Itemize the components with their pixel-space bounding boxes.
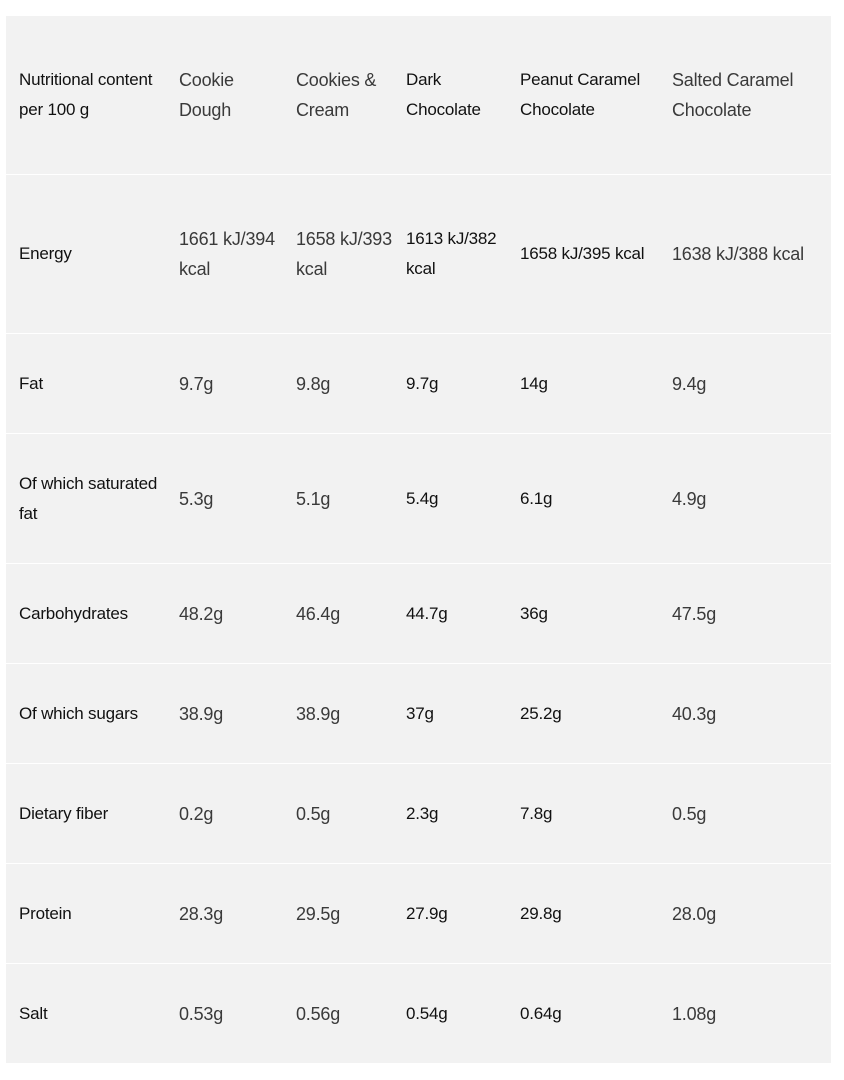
header-cookie-dough: Cookie Dough (179, 70, 234, 120)
table-header-row: Nutritional content per 100 g Cookie Dou… (6, 16, 831, 175)
cell-value: 9.7g (179, 373, 214, 394)
cell-value: 0.2g (179, 803, 214, 824)
table-row: Carbohydrates 48.2g 46.4g 44.7g 36g 47.5… (6, 564, 831, 664)
cell-value: 9.8g (296, 373, 331, 394)
cell-value: 1.08g (672, 1003, 717, 1024)
cell-value: 38.9g (296, 703, 341, 724)
cell-value: 37g (406, 703, 434, 723)
cell-value: 0.5g (672, 803, 707, 824)
cell-value: 48.2g (179, 603, 224, 624)
table-row: Salt 0.53g 0.56g 0.54g 0.64g 1.08g (6, 964, 831, 1064)
row-label: Of which saturated fat (19, 473, 158, 523)
row-label: Dietary fiber (19, 803, 109, 823)
cell-value: 5.1g (296, 488, 331, 509)
cell-value: 29.8g (520, 903, 562, 923)
cell-value: 1613 kJ/382 kcal (406, 229, 497, 278)
header-nutrient-label: Nutritional content per 100 g (19, 70, 153, 119)
cell-value: 0.56g (296, 1003, 341, 1024)
cell-value: 28.0g (672, 903, 717, 924)
cell-value: 9.4g (672, 373, 707, 394)
cell-value: 5.4g (406, 488, 439, 508)
cell-value: 1661 kJ/394 kcal (179, 229, 275, 279)
header-cookies-cream: Cookies & Cream (296, 70, 377, 120)
table-row: Dietary fiber 0.2g 0.5g 2.3g 7.8g 0.5g (6, 764, 831, 864)
row-label: Carbohydrates (19, 603, 128, 623)
cell-value: 2.3g (406, 803, 439, 823)
cell-value: 47.5g (672, 603, 717, 624)
cell-value: 36g (520, 603, 548, 623)
cell-value: 0.54g (406, 1003, 448, 1023)
cell-value: 4.9g (672, 488, 707, 509)
cell-value: 0.64g (520, 1003, 562, 1023)
row-label: Salt (19, 1003, 48, 1023)
cell-value: 5.3g (179, 488, 214, 509)
header-salted-caramel-chocolate: Salted Caramel Chocolate (672, 70, 794, 120)
cell-value: 28.3g (179, 903, 224, 924)
nutrition-table-container: Nutritional content per 100 g Cookie Dou… (6, 16, 831, 1063)
cell-value: 1638 kJ/388 kcal (672, 244, 804, 264)
cell-value: 0.5g (296, 803, 331, 824)
table-row: Protein 28.3g 29.5g 27.9g 29.8g 28.0g (6, 864, 831, 964)
header-dark-chocolate: Dark Chocolate (406, 70, 481, 119)
table-row: Of which sugars 38.9g 38.9g 37g 25.2g 40… (6, 664, 831, 764)
nutrition-table: Nutritional content per 100 g Cookie Dou… (6, 16, 831, 1063)
table-row: Fat 9.7g 9.8g 9.7g 14g 9.4g (6, 334, 831, 434)
table-row: Energy 1661 kJ/394 kcal 1658 kJ/393 kcal… (6, 175, 831, 334)
row-label: Protein (19, 903, 72, 923)
cell-value: 7.8g (520, 803, 553, 823)
cell-value: 1658 kJ/393 kcal (296, 229, 392, 279)
row-label: Of which sugars (19, 703, 138, 723)
table-row: Of which saturated fat 5.3g 5.1g 5.4g 6.… (6, 434, 831, 564)
cell-value: 29.5g (296, 903, 341, 924)
cell-value: 0.53g (179, 1003, 224, 1024)
cell-value: 44.7g (406, 603, 448, 623)
row-label: Fat (19, 373, 43, 393)
row-label: Energy (19, 244, 72, 263)
cell-value: 38.9g (179, 703, 224, 724)
cell-value: 40.3g (672, 703, 717, 724)
header-peanut-caramel-chocolate: Peanut Caramel Chocolate (520, 70, 641, 119)
cell-value: 9.7g (406, 373, 439, 393)
cell-value: 25.2g (520, 703, 562, 723)
cell-value: 46.4g (296, 603, 341, 624)
cell-value: 14g (520, 373, 548, 393)
cell-value: 27.9g (406, 903, 448, 923)
cell-value: 1658 kJ/395 kcal (520, 244, 645, 263)
cell-value: 6.1g (520, 488, 553, 508)
